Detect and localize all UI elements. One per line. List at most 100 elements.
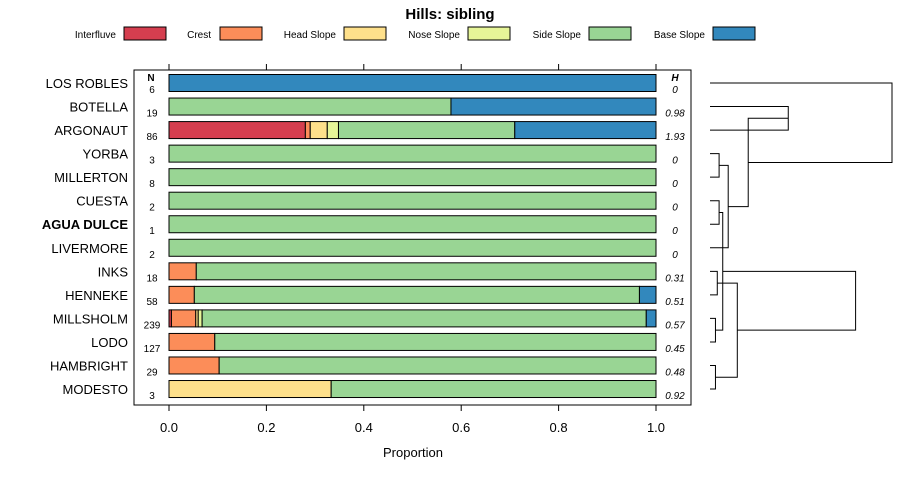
x-axis-title: Proportion [383,445,443,460]
row-label: MODESTO [63,382,129,397]
chart-title: Hills: sibling [405,6,494,23]
h-value: 0 [672,226,678,237]
h-value: 0 [672,250,678,261]
bar-segment-interfluve [168,121,306,140]
h-value: 0.92 [665,391,685,402]
bar-segment-base-slope [638,285,657,304]
legend-label: Side Slope [533,30,582,41]
plot-area: 0.0 0.2 0.4 0.6 0.8 1.0 N H LOS ROBLES 6 0 BOTELLA 1… [42,64,692,435]
h-value: 0 [672,156,678,167]
bar-segment-head-slope [168,380,332,399]
x-tick-label: 0.2 [257,420,275,435]
bar-segment-side-slope [168,97,452,116]
legend-label: Crest [187,30,211,41]
h-value: 0.51 [665,297,684,308]
dendrogram-link [710,82,893,163]
row-label: YORBA [82,147,128,162]
dendrogram-link [722,270,857,331]
bar-segment-crest [304,121,311,140]
row-label: LODO [91,335,128,350]
n-value: 18 [146,273,158,284]
legend-swatch [219,26,263,41]
plot-frame [133,69,692,406]
n-value: 6 [149,85,155,96]
legend-swatch [712,26,756,41]
bar-segment-nose-slope [197,309,203,328]
bar-segment-side-slope [168,144,657,163]
legend-swatch [123,26,167,41]
h-value: 0.48 [665,367,685,378]
x-tick-label: 0.6 [452,420,470,435]
n-value: 29 [146,367,158,378]
h-column-header: H [671,73,679,84]
bar-segment-side-slope [195,262,657,281]
bar-segment-crest [170,309,197,328]
n-value: 3 [149,391,155,402]
n-value: 8 [149,179,155,190]
legend-label: Base Slope [654,30,706,41]
legend-swatch [588,26,632,41]
bar-segment-side-slope [193,285,640,304]
row-label: LOS ROBLES [46,76,129,91]
h-value: 0 [672,179,678,190]
n-value: 2 [149,250,155,261]
row-label: INKS [98,264,129,279]
bar-segment-head-slope [309,121,328,140]
n-value: 3 [149,156,155,167]
x-tick-label: 1.0 [647,420,665,435]
legend-label: Head Slope [284,30,337,41]
h-value: 0.31 [665,273,684,284]
bar-segment-side-slope [168,168,657,187]
h-value: 0.98 [665,109,685,120]
row-label: CUESTA [76,194,128,209]
bar-segment-side-slope [218,356,657,375]
dendrogram-link [710,364,716,390]
bar-segment-crest [168,332,216,351]
row-label: MILLERTON [54,170,128,185]
x-tick-label: 0.4 [355,420,373,435]
bar-segment-base-slope [645,309,657,328]
bar-segment-base-slope [168,74,657,92]
h-value: 0.57 [665,320,685,331]
dendrogram-link [710,153,720,178]
x-tick-label: 0.8 [550,420,568,435]
bar-segment-base-slope [450,97,657,116]
row-label: MILLSHOLM [53,311,128,326]
h-value: 0 [672,203,678,214]
n-value: 86 [146,132,158,143]
row-label: LIVERMORE [51,241,128,256]
bar-segment-side-slope [214,332,657,351]
bar-segment-side-slope [168,238,657,257]
row-label: HENNEKE [65,288,128,303]
bar-segment-nose-slope [326,121,339,140]
dendrogram-link [710,200,720,225]
legend-swatch [343,26,387,41]
bar-segment-side-slope [337,121,516,140]
bar-segment-crest [168,356,220,375]
h-value: 0 [672,85,678,96]
row-label: BOTELLA [69,100,128,115]
legend: Interfluve Crest Head Slope Nose Slope Side … [75,26,756,41]
row-label: AGUA DULCE [42,217,129,232]
n-value: 1 [149,226,155,237]
dendrogram [710,82,893,390]
n-value: 58 [146,297,158,308]
h-value: 0.45 [665,344,685,355]
row-label: ARGONAUT [54,123,128,138]
n-value: 127 [144,344,161,355]
n-column-header: N [147,73,154,84]
legend-label: Interfluve [75,30,117,41]
bar-segment-side-slope [201,309,647,328]
row-label: HAMBRIGHT [50,358,128,373]
legend-swatch [467,26,511,41]
n-value: 19 [146,109,158,120]
x-tick-label: 0.0 [160,420,178,435]
legend-label: Nose Slope [408,30,460,41]
bar-segment-side-slope [330,380,657,399]
n-value: 239 [144,320,161,331]
n-value: 2 [149,203,155,214]
bar-segment-crest [168,285,195,304]
dendrogram-link [710,317,716,343]
bar-segment-crest [168,262,197,281]
